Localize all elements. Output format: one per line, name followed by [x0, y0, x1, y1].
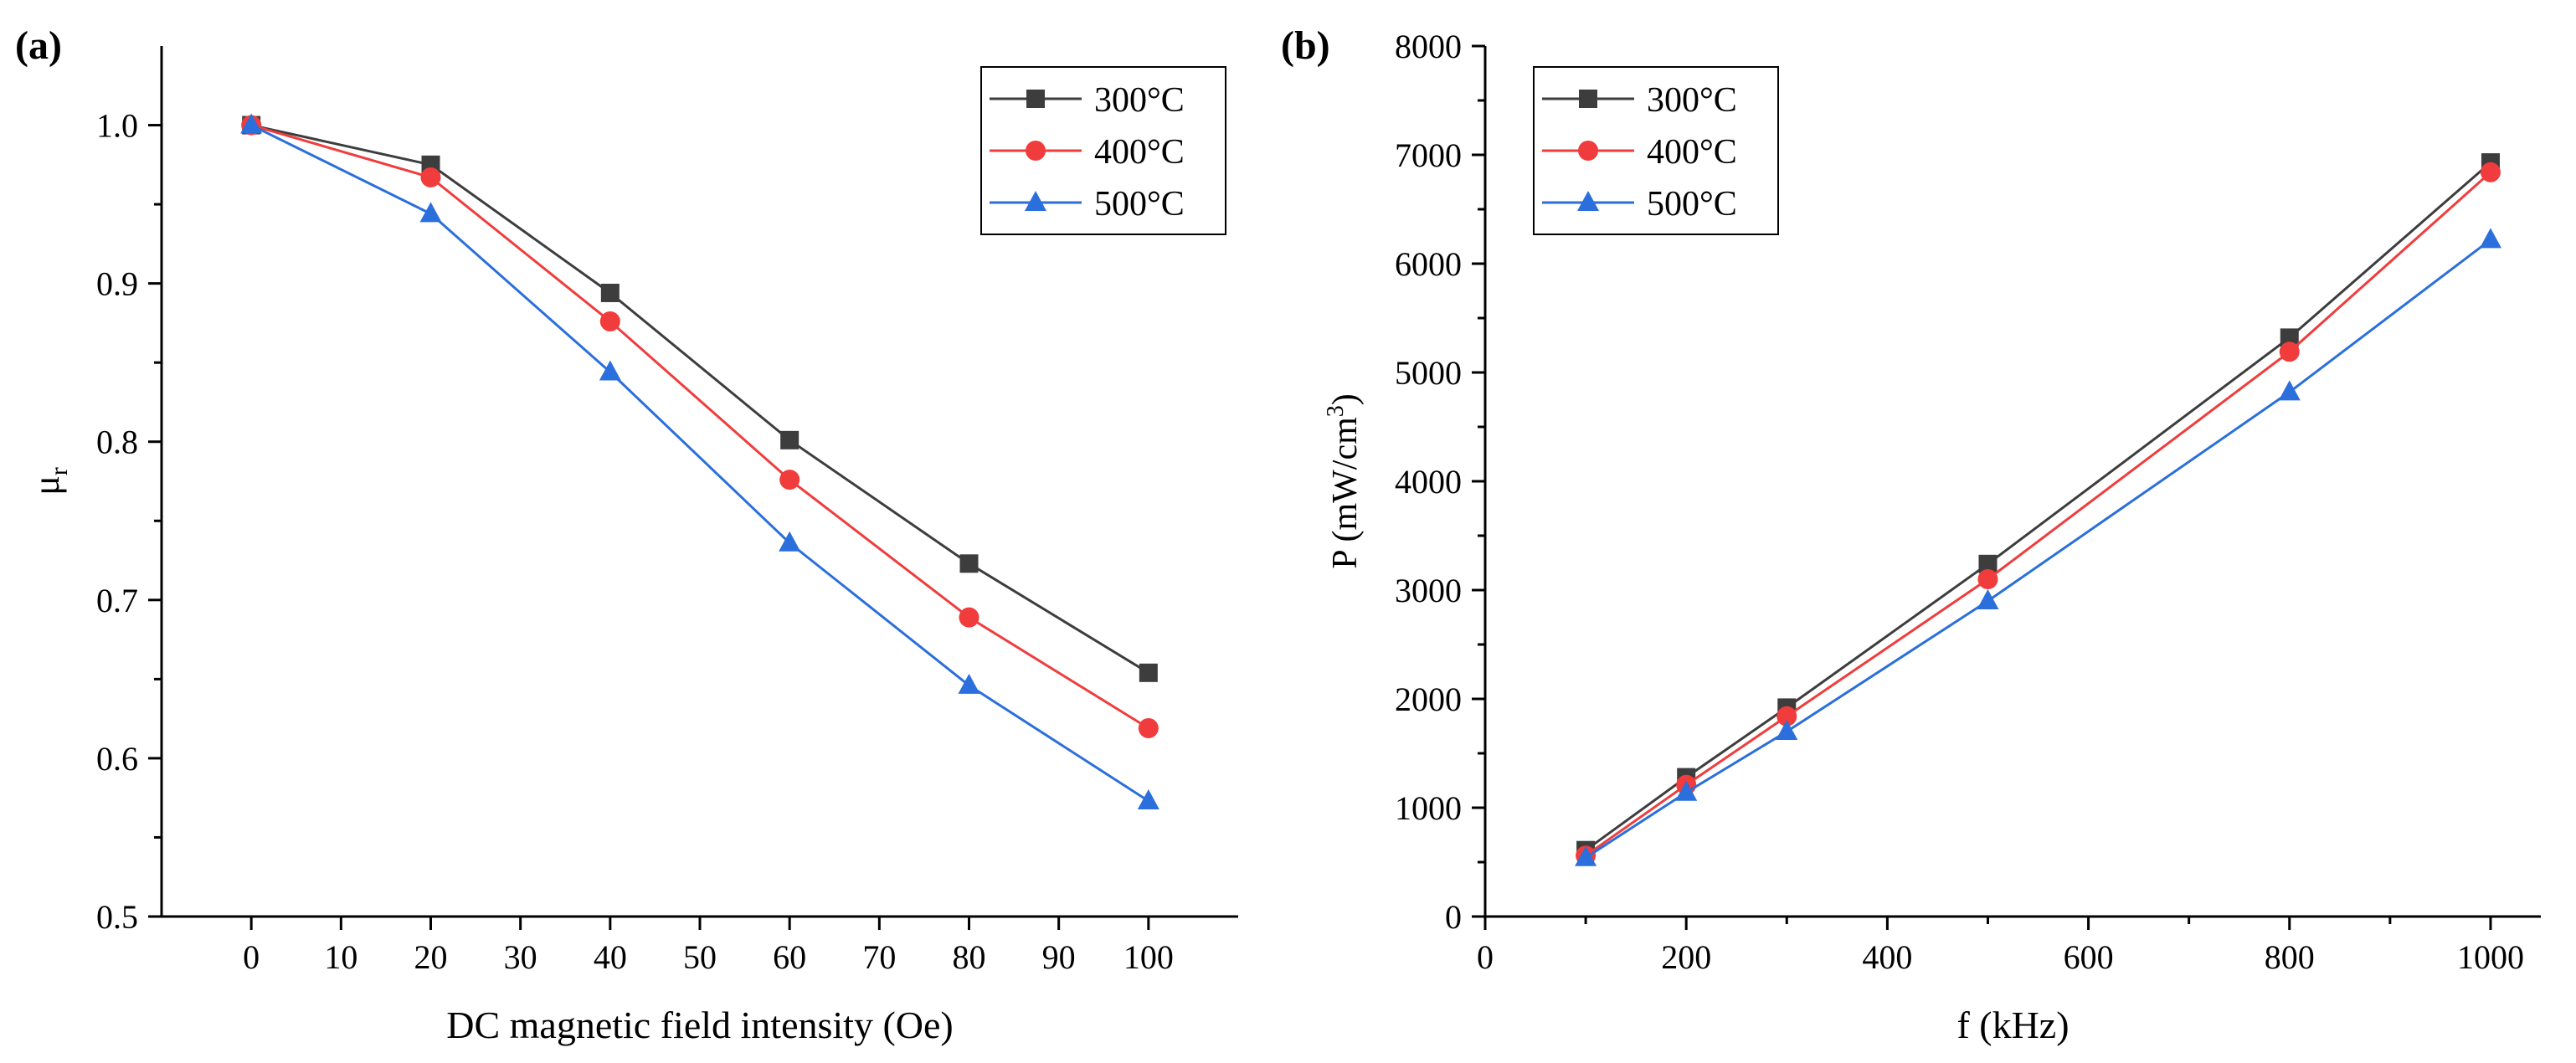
y-tick-label: 0.5: [96, 898, 138, 936]
x-tick-label: 20: [414, 938, 448, 976]
data-point: [2479, 228, 2501, 249]
x-tick-label: 30: [504, 938, 537, 976]
data-point: [599, 311, 620, 332]
x-tick-label: 50: [683, 938, 717, 976]
series-line: [1585, 239, 2491, 860]
data-point: [958, 673, 980, 694]
x-tick-label: 400: [1862, 938, 1912, 976]
legend-label: 300°C: [1647, 81, 1737, 120]
x-tick-label: 0: [243, 938, 260, 976]
y-tick-label: 1.0: [96, 107, 138, 145]
panel-label: (a): [15, 23, 62, 68]
data-point: [1977, 589, 1999, 609]
data-point: [959, 554, 979, 573]
y-tick-label: 7000: [1395, 136, 1462, 174]
y-tick-label: 0: [1445, 898, 1462, 936]
legend-marker: [1577, 191, 1599, 211]
data-point: [419, 202, 442, 223]
y-tick-label: 4000: [1395, 463, 1462, 501]
x-tick-label: 100: [1123, 938, 1174, 976]
x-tick-label: 200: [1661, 938, 1711, 976]
y-tick-label: 0.7: [96, 582, 138, 619]
legend-marker: [1025, 191, 1046, 211]
data-point: [2480, 162, 2501, 182]
legend-label: 500°C: [1647, 185, 1737, 223]
legend-label: 400°C: [1647, 133, 1737, 172]
data-point: [1978, 554, 1998, 573]
series-line: [250, 124, 1149, 675]
legend-label: 400°C: [1094, 133, 1185, 172]
data-point: [1675, 780, 1698, 801]
legend-label: 500°C: [1094, 185, 1185, 223]
data-point: [1776, 706, 1797, 727]
y-tick-label: 3000: [1395, 572, 1462, 609]
data-point: [1137, 788, 1159, 809]
data-point: [420, 167, 441, 187]
series-line: [250, 124, 1149, 730]
data-point: [1138, 717, 1159, 738]
panel-a-chart: 0 10 20 30 40 50 60 70 80 90 100 0.5 0.6 0.7 0.8 0.9 1.0…: [15, 23, 1238, 1046]
y-tick-label: 0.9: [96, 265, 138, 303]
series-line: [250, 124, 1149, 803]
x-axis-title: f (kHz): [1956, 1004, 2069, 1046]
y-tick-label: 0.6: [96, 740, 138, 778]
x-axis-title: DC magnetic field intensity (Oe): [446, 1004, 954, 1046]
x-tick-label: 1000: [2457, 938, 2524, 976]
data-point: [780, 430, 800, 449]
panel-label: (b): [1281, 23, 1330, 68]
data-point: [2278, 380, 2301, 401]
legend-marker: [1026, 90, 1045, 108]
data-point: [600, 283, 620, 302]
data-point: [1977, 569, 1998, 589]
data-point: [1575, 845, 1597, 866]
y-tick-label: 6000: [1395, 245, 1462, 283]
data-point: [1776, 720, 1798, 740]
y-tick-label: 5000: [1395, 354, 1462, 392]
data-point: [779, 531, 801, 552]
data-point: [779, 470, 800, 490]
legend-label: 300°C: [1094, 81, 1185, 120]
data-point: [599, 360, 621, 381]
x-tick-label: 10: [324, 938, 357, 976]
data-point: [2279, 341, 2300, 362]
series-line: [1585, 171, 2491, 857]
x-tick-label: 80: [953, 938, 986, 976]
y-tick-label: 8000: [1395, 28, 1462, 65]
data-point: [240, 113, 263, 134]
y-tick-label: 0.8: [96, 424, 138, 461]
x-tick-label: 60: [773, 938, 806, 976]
legend-marker: [1578, 141, 1598, 161]
x-tick-label: 90: [1042, 938, 1076, 976]
y-tick-label: 2000: [1395, 680, 1462, 718]
data-point: [1139, 663, 1158, 682]
series-line: [1585, 161, 2491, 851]
x-tick-label: 70: [862, 938, 896, 976]
y-tick-label: 1000: [1395, 789, 1462, 827]
legend-marker: [1579, 90, 1597, 108]
x-tick-label: 600: [2064, 938, 2114, 976]
data-point: [959, 607, 979, 628]
x-tick-label: 40: [594, 938, 627, 976]
x-tick-label: 0: [1477, 938, 1494, 976]
x-tick-label: 800: [2265, 938, 2315, 976]
y-axis-title: μr: [26, 467, 73, 496]
panel-b-chart: 0 200 400 600 800 1000 0 1000 2000 3000 4000 5000 60…: [1281, 23, 2541, 1046]
y-axis-title: P (mW/cm3): [1323, 393, 1365, 569]
data-point: [2280, 328, 2299, 347]
legend-marker: [1026, 141, 1046, 161]
